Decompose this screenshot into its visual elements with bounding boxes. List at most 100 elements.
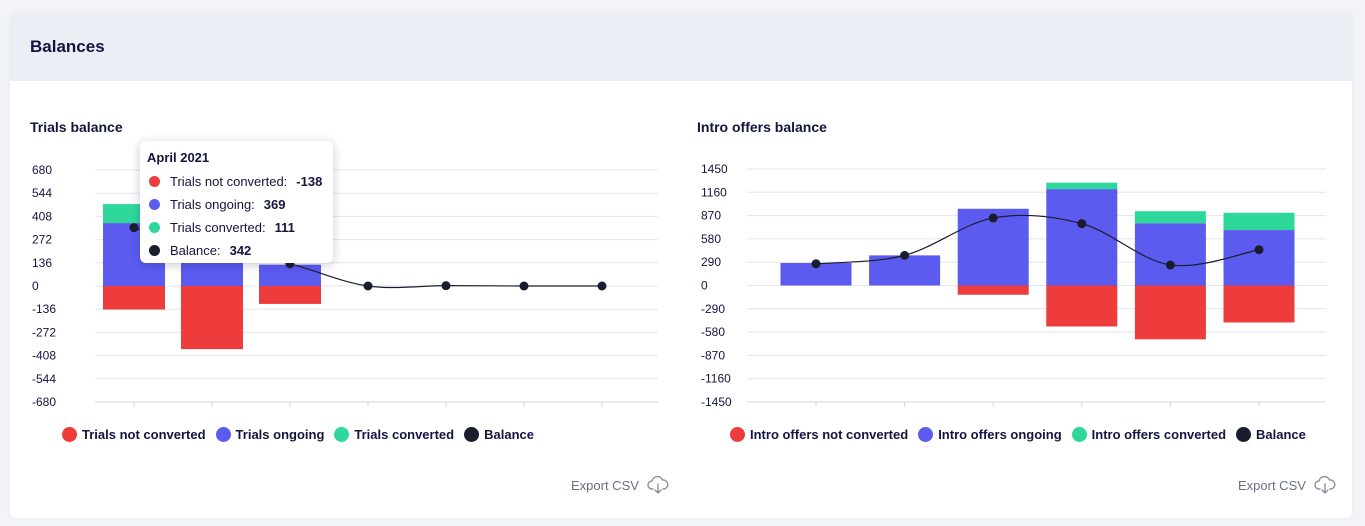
bar bbox=[1134, 211, 1206, 224]
y-tick-label: -290 bbox=[701, 302, 725, 316]
legend-item-intro-converted[interactable]: Intro offers converted bbox=[1071, 427, 1227, 442]
bar bbox=[1223, 230, 1295, 286]
bar bbox=[181, 286, 243, 350]
tooltip-dot bbox=[149, 176, 160, 187]
legend-label: Trials not converted bbox=[82, 427, 206, 442]
y-tick-label: 870 bbox=[701, 209, 721, 223]
intro-offers-balance-chart[interactable]: 1450 1160 870 580 290 0 -290 -580 -870 -1160 -1450 bbox=[680, 150, 1350, 415]
export-csv-button-intro-offers[interactable]: Export CSV bbox=[1238, 476, 1336, 494]
y-tick-label: 136 bbox=[32, 256, 52, 270]
intro-offers-legend: Intro offers not converted Intro offers … bbox=[730, 427, 1316, 442]
y-tick-label: 544 bbox=[32, 186, 52, 200]
y-tick-label: -1450 bbox=[701, 395, 732, 409]
export-csv-label: Export CSV bbox=[1238, 477, 1306, 493]
legend-label: Intro offers ongoing bbox=[938, 427, 1062, 442]
y-tick-label: -408 bbox=[32, 349, 56, 363]
tooltip-label: Trials ongoing: bbox=[170, 197, 255, 212]
y-tick-label: -136 bbox=[32, 302, 56, 316]
legend-item-intro-ongoing[interactable]: Intro offers ongoing bbox=[918, 427, 1062, 442]
legend-dot bbox=[1071, 427, 1087, 442]
tooltip-value: 111 bbox=[274, 220, 295, 235]
tooltip-dot bbox=[149, 245, 160, 256]
bar bbox=[1134, 223, 1206, 286]
balance-point bbox=[597, 281, 607, 291]
balance-point bbox=[988, 213, 998, 223]
y-tick-label: 1450 bbox=[701, 162, 728, 176]
tooltip-row: Trials converted: 111 bbox=[147, 216, 325, 239]
legend-dot bbox=[464, 427, 480, 442]
bar bbox=[103, 286, 165, 310]
balance-point bbox=[900, 250, 910, 260]
tooltip-row: Trials ongoing: 369 bbox=[147, 193, 325, 216]
y-tick-label: -544 bbox=[32, 372, 56, 386]
y-tick-label: 0 bbox=[32, 279, 39, 293]
y-tick-label: 272 bbox=[32, 233, 52, 247]
legend-dot bbox=[62, 427, 77, 442]
y-tick-label: -580 bbox=[701, 325, 725, 339]
tooltip-title: April 2021 bbox=[147, 150, 210, 165]
tooltip-value: 342 bbox=[229, 243, 252, 258]
y-tick-label: 680 bbox=[32, 163, 52, 177]
trials-chart-title: Trials balance bbox=[30, 119, 123, 135]
legend-dot bbox=[730, 427, 745, 442]
legend-dot bbox=[918, 427, 934, 442]
balance-point bbox=[519, 281, 529, 291]
tooltip-label: Trials converted: bbox=[170, 220, 266, 235]
bar bbox=[1046, 189, 1118, 286]
y-tick-label: 1160 bbox=[701, 185, 727, 199]
balance-point bbox=[1077, 219, 1087, 229]
y-tick-label: 0 bbox=[701, 279, 708, 293]
tooltip-value: 369 bbox=[263, 197, 286, 212]
bar bbox=[1134, 285, 1206, 340]
balance-point bbox=[363, 281, 373, 291]
cloud-download-icon bbox=[1314, 476, 1336, 494]
bar bbox=[869, 255, 941, 286]
bar bbox=[1046, 285, 1118, 327]
legend-item-balance[interactable]: Balance bbox=[464, 427, 534, 442]
legend-item-balance[interactable]: Balance bbox=[1236, 427, 1306, 442]
page-title: Balances bbox=[30, 36, 105, 56]
legend-item-trials-not-converted[interactable]: Trials not converted bbox=[62, 427, 206, 442]
tooltip-dot bbox=[149, 222, 160, 233]
balance-line bbox=[815, 214, 1260, 267]
legend-item-intro-not-converted[interactable]: Intro offers not converted bbox=[730, 427, 908, 442]
legend-label: Trials converted bbox=[354, 427, 455, 442]
y-tick-label: 408 bbox=[32, 209, 52, 223]
tooltip-label: Trials not converted: bbox=[170, 174, 288, 189]
legend-item-trials-ongoing[interactable]: Trials ongoing bbox=[215, 427, 325, 442]
balance-point bbox=[1165, 260, 1175, 270]
balance-point bbox=[1254, 245, 1264, 255]
legend-item-trials-converted[interactable]: Trials converted bbox=[334, 427, 454, 442]
tooltip-dot bbox=[149, 199, 160, 210]
intro-offers-chart-title: Intro offers balance bbox=[697, 119, 827, 135]
trials-legend: Trials not converted Trials ongoing Tria… bbox=[62, 427, 544, 442]
legend-label: Intro offers not converted bbox=[750, 427, 909, 442]
tooltip-value: -138 bbox=[296, 174, 323, 189]
tooltip-row: Trials not converted: -138 bbox=[147, 170, 325, 193]
export-csv-label: Export CSV bbox=[571, 477, 639, 493]
tooltip-label: Balance: bbox=[170, 243, 221, 258]
bar bbox=[1046, 182, 1118, 190]
export-csv-button-trials[interactable]: Export CSV bbox=[571, 476, 669, 494]
y-tick-label: -1160 bbox=[701, 372, 731, 386]
y-tick-label: -680 bbox=[32, 395, 56, 409]
legend-dot bbox=[215, 427, 231, 442]
bar bbox=[1223, 285, 1295, 323]
balance-point bbox=[441, 281, 451, 291]
legend-label: Intro offers converted bbox=[1091, 427, 1227, 442]
legend-label: Balance bbox=[1256, 427, 1306, 442]
legend-dot bbox=[334, 427, 350, 442]
legend-label: Balance bbox=[484, 427, 534, 442]
y-tick-label: 580 bbox=[701, 232, 721, 246]
cloud-download-icon bbox=[647, 476, 669, 494]
y-tick-label: -272 bbox=[32, 325, 56, 339]
bar bbox=[957, 285, 1029, 295]
tooltip-row: Balance: 342 bbox=[147, 239, 325, 262]
y-tick-label: -870 bbox=[701, 348, 725, 362]
trials-balance-chart[interactable]: 680 544 408 272 136 0 -136 -272 -408 -544 -680 bbox=[0, 150, 680, 415]
bar bbox=[259, 264, 321, 286]
chart-tooltip: April 2021 Trials not converted: -138 Tr… bbox=[140, 141, 333, 263]
bar bbox=[1223, 212, 1295, 231]
balance-point bbox=[129, 223, 139, 233]
legend-label: Trials ongoing bbox=[235, 427, 325, 442]
